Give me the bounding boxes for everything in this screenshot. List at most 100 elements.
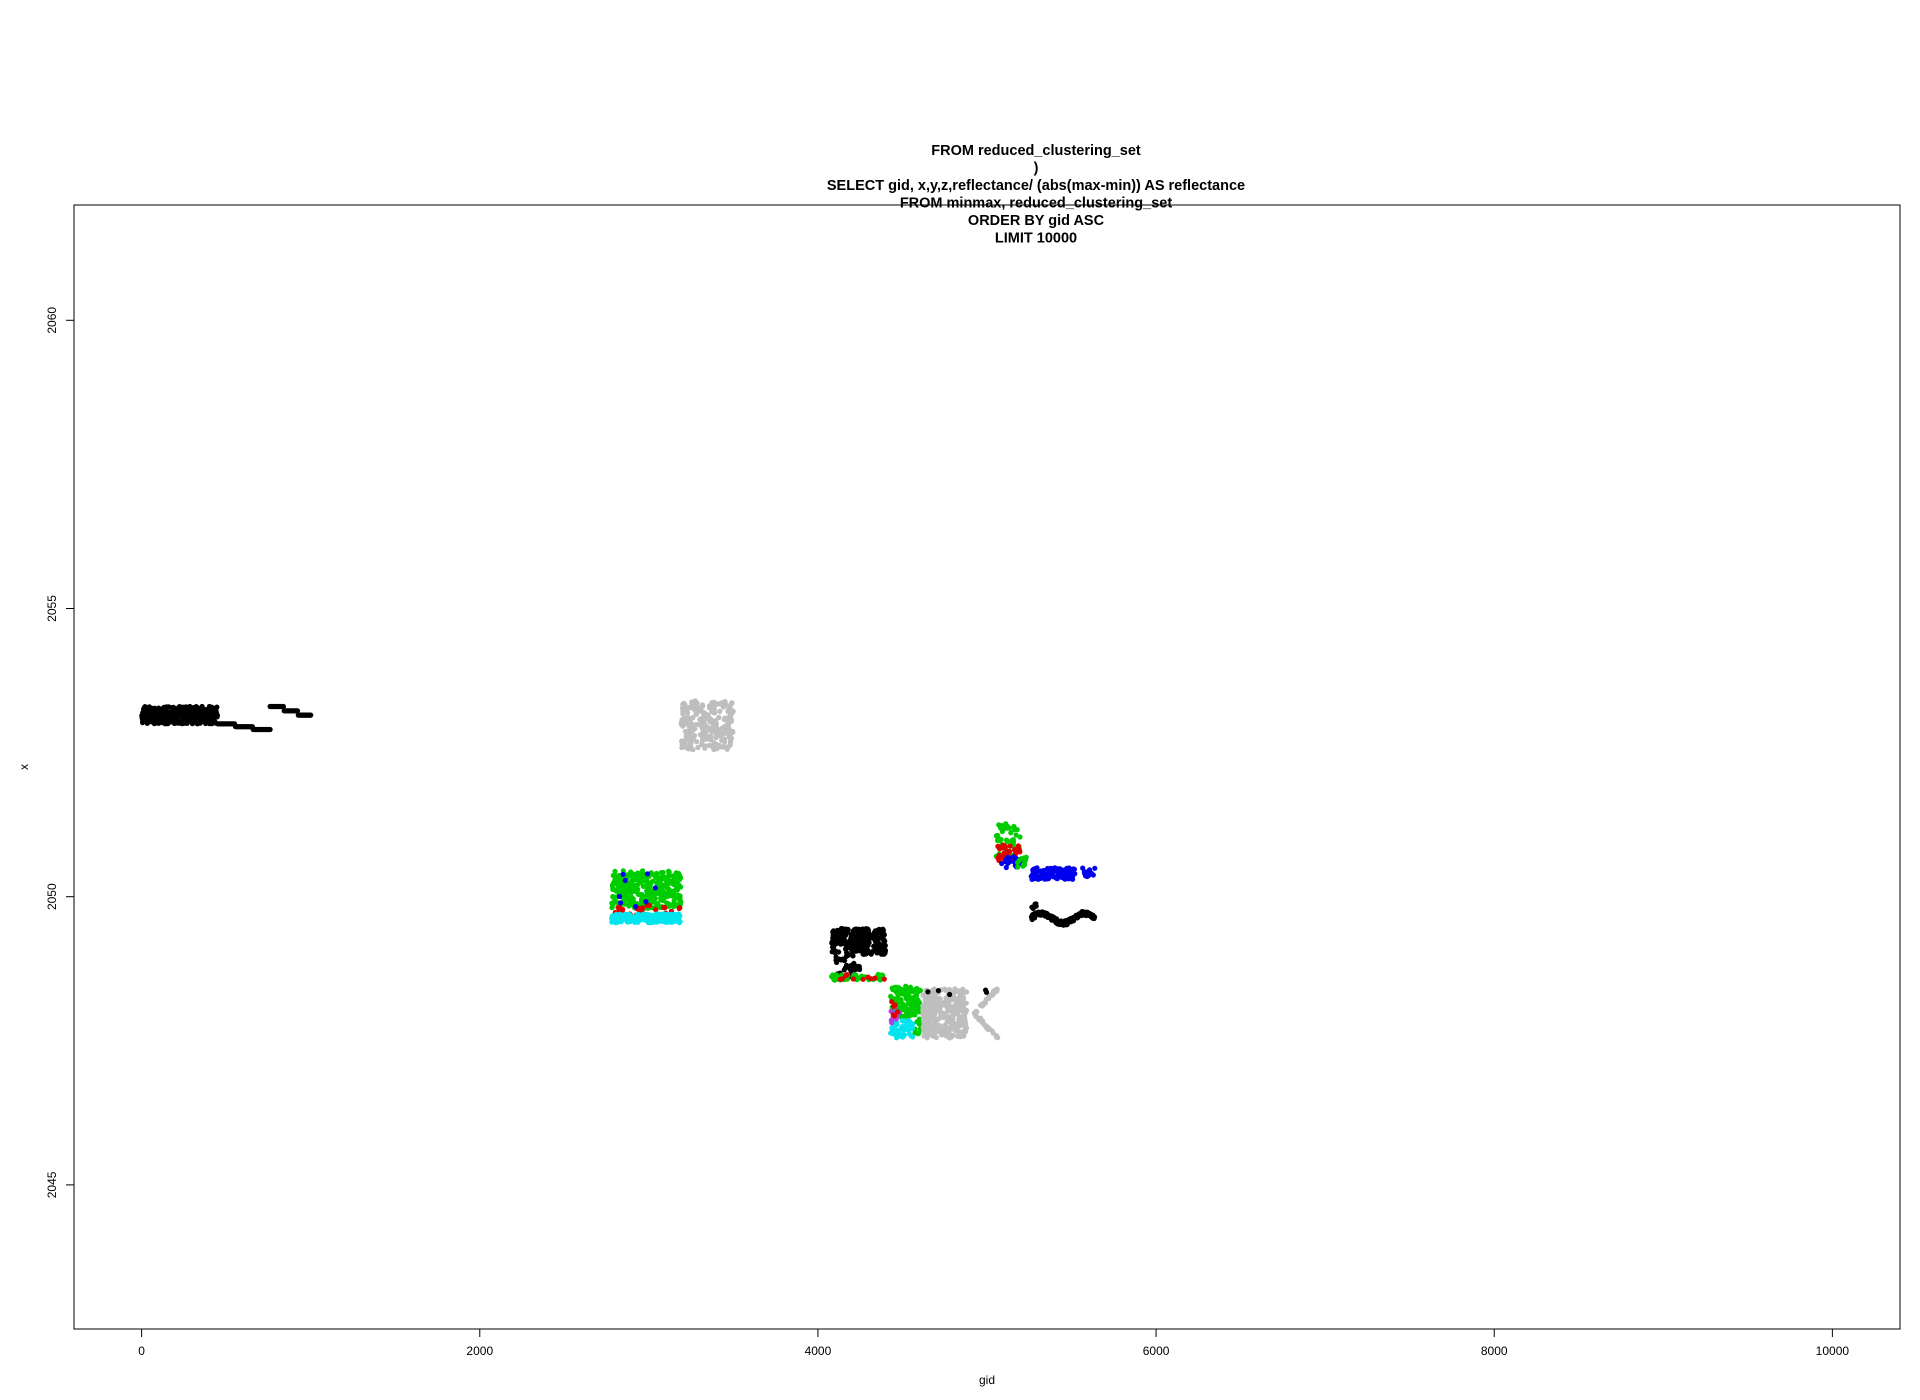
data-point [959, 1022, 965, 1028]
data-point [838, 957, 844, 963]
data-point [669, 902, 675, 908]
data-point [167, 709, 174, 716]
data-point [643, 899, 649, 905]
data-point [833, 934, 840, 940]
data-point [957, 1015, 963, 1021]
y-tick-label: 2055 [45, 595, 59, 622]
data-point [1015, 860, 1021, 866]
data-point [190, 705, 196, 711]
data-point [1023, 857, 1029, 863]
data-point [889, 1020, 895, 1026]
data-point [630, 918, 636, 924]
data-point [879, 932, 886, 939]
data-point [682, 737, 688, 744]
data-point [716, 715, 722, 721]
data-point [964, 989, 970, 995]
data-point [977, 1002, 984, 1008]
data-point [1006, 856, 1012, 862]
data-point [280, 703, 286, 710]
data-point [837, 976, 844, 983]
data-point [1055, 920, 1061, 926]
data-point [1060, 870, 1066, 876]
data-point [845, 952, 852, 958]
data-point [849, 948, 855, 955]
data-point [651, 919, 657, 925]
data-point [654, 880, 660, 886]
data-point [875, 928, 882, 934]
data-point [912, 1012, 918, 1018]
data-point [200, 706, 206, 713]
y-tick-label: 2050 [45, 883, 59, 910]
data-point [688, 739, 694, 745]
data-point [851, 967, 858, 973]
data-point [194, 721, 200, 727]
data-point [718, 701, 724, 707]
data-point [891, 985, 897, 991]
data-point [914, 1019, 920, 1025]
data-point [609, 900, 615, 906]
data-point [923, 998, 930, 1005]
data-point [953, 1003, 959, 1009]
data-point [705, 712, 711, 718]
data-point [182, 708, 188, 714]
data-point [153, 709, 159, 715]
data-point [610, 894, 616, 900]
data-point [832, 950, 838, 956]
data-point [920, 1024, 926, 1030]
data-point [152, 720, 158, 726]
data-point [1052, 865, 1058, 871]
data-point [973, 1008, 979, 1014]
data-point [951, 992, 957, 998]
data-point [694, 700, 700, 706]
data-point [991, 989, 997, 995]
data-point [647, 912, 653, 918]
data-point [644, 871, 651, 877]
data-point [609, 919, 615, 925]
data-point [616, 907, 623, 913]
data-point [658, 913, 664, 919]
data-point [713, 723, 719, 729]
data-point [725, 721, 731, 727]
data-point [666, 873, 672, 879]
data-point [892, 1013, 898, 1019]
data-point [622, 885, 628, 891]
data-point [647, 919, 653, 925]
data-point [612, 868, 618, 874]
data-point [651, 872, 657, 878]
y-axis-label: x [17, 764, 31, 770]
data-point [711, 746, 718, 752]
data-point [865, 974, 871, 980]
data-point [850, 976, 857, 982]
data-point [681, 700, 687, 707]
data-point [948, 1034, 955, 1040]
data-point [700, 709, 706, 715]
data-point [838, 941, 844, 947]
data-point [852, 945, 858, 951]
data-point [161, 708, 167, 714]
data-point [1030, 914, 1036, 920]
data-point [1048, 870, 1054, 876]
data-point [626, 883, 632, 889]
data-point [727, 738, 734, 744]
data-point [618, 919, 624, 925]
data-point [676, 877, 682, 883]
title-line: ORDER BY gid ASC [968, 213, 1105, 229]
data-point [878, 951, 885, 957]
data-point [1011, 827, 1017, 833]
data-point [1066, 873, 1073, 879]
title-line: FROM minmax, reduced_clustering_set [900, 196, 1173, 212]
data-point [920, 992, 926, 998]
x-tick-label: 8000 [1481, 1344, 1508, 1358]
data-point [644, 878, 650, 884]
data-point [850, 928, 856, 934]
data-point [698, 723, 704, 729]
x-axis-label: gid [979, 1373, 995, 1387]
data-point [709, 726, 715, 733]
data-point [993, 1034, 1000, 1040]
data-point [890, 1003, 897, 1009]
data-point [915, 988, 921, 994]
data-point [915, 999, 922, 1005]
data-point [930, 1029, 936, 1035]
data-point [676, 905, 682, 912]
data-point [833, 940, 840, 947]
